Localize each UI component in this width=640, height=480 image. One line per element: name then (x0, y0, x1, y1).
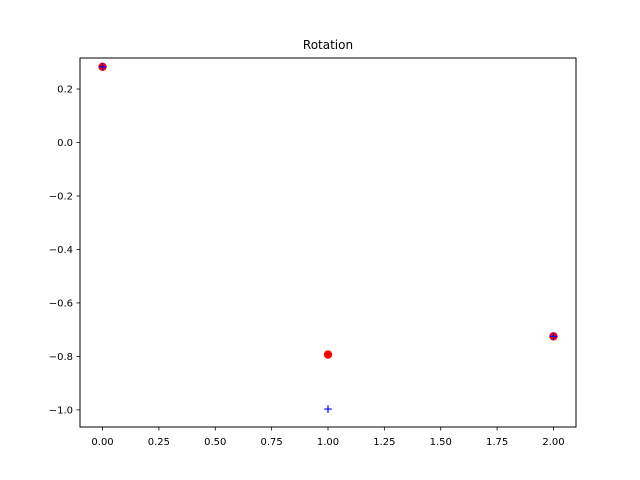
x-tick-label: 0.25 (148, 437, 170, 448)
y-tick-label: −0.4 (49, 245, 73, 256)
point-plus-2 (549, 332, 558, 341)
x-tick-label: 1.00 (317, 437, 339, 448)
y-tick-label: 0.2 (57, 85, 73, 96)
x-tick-label: 1.75 (486, 437, 508, 448)
x-axis-ticks: 0.00 0.25 0.50 0.75 1.00 1.25 1.50 1.75 2.00 (91, 427, 565, 448)
data-marks (98, 62, 558, 413)
point-circle-1 (323, 350, 333, 359)
plot-frame (79, 57, 577, 428)
x-tick-label: 0.50 (204, 437, 226, 448)
x-tick-label: 1.50 (430, 437, 452, 448)
y-tick-label: −0.6 (49, 299, 73, 310)
point-plus-0 (98, 63, 107, 71)
chart-title: Rotation (303, 38, 353, 52)
y-tick-label: 0.0 (57, 138, 73, 149)
point-plus-1 (324, 405, 332, 413)
x-tick-label: 1.25 (373, 437, 395, 448)
y-axis-ticks: −1.0 −0.8 −0.6 −0.4 −0.2 0.0 0.2 (49, 85, 80, 416)
x-tick-label: 2.00 (542, 437, 564, 448)
y-tick-label: −0.2 (49, 192, 73, 203)
x-tick-label: 0.00 (91, 437, 113, 448)
y-tick-label: −0.8 (49, 352, 73, 363)
y-tick-label: −1.0 (49, 405, 73, 416)
x-tick-label: 0.75 (261, 437, 283, 448)
